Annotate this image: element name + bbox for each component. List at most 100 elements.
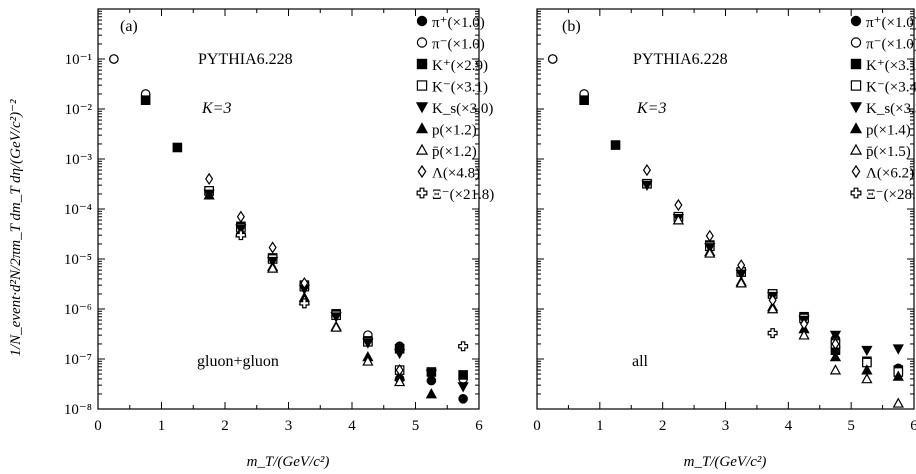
data-point-shape [892, 370, 904, 381]
data-point [458, 393, 468, 404]
data-point [829, 364, 842, 375]
y-tick-label: 10⁻⁴ [64, 202, 92, 218]
series-7 [642, 163, 840, 351]
data-point-shape [458, 341, 469, 352]
x-tick-label: 4 [785, 418, 793, 434]
y-tick-label: 10⁻⁵ [64, 252, 92, 268]
x-tick-label: 4 [348, 418, 356, 434]
series-1 [547, 54, 904, 379]
data-point-shape [767, 328, 778, 339]
data-point-shape [395, 363, 404, 377]
y-tick-label: 10⁻³ [65, 152, 93, 168]
x-tick-label: 3 [285, 418, 293, 434]
data-point [610, 140, 621, 150]
data-point-shape [330, 321, 342, 332]
data-point-shape [829, 364, 842, 375]
data-point-shape [425, 369, 438, 380]
legend-marker [416, 58, 428, 70]
x-tick-label: 6 [475, 418, 483, 434]
data-point [642, 163, 652, 177]
legend-marker-shape [416, 15, 428, 27]
data-point [672, 214, 685, 225]
data-point-shape [641, 180, 653, 192]
data-point [236, 210, 245, 223]
data-point [299, 298, 310, 309]
data-point-shape [236, 210, 245, 223]
data-point [330, 321, 342, 332]
data-point [393, 375, 406, 387]
ticks-a [97, 9, 480, 410]
generator-label-b: PYTHIA6.228 [633, 51, 728, 68]
data-point [395, 363, 404, 377]
data-point [799, 317, 809, 331]
data-point-shape [672, 214, 685, 225]
legend-entry: p(×1.4) [866, 123, 911, 139]
legend-marker [851, 164, 861, 179]
y-tick-label: 10⁻⁸ [64, 402, 92, 418]
legend-marker-shape [417, 164, 427, 179]
data-point [547, 54, 558, 64]
data-point-shape [735, 277, 747, 288]
data-point [457, 382, 469, 393]
data-point-shape [393, 375, 406, 387]
legend-marker-shape [851, 164, 861, 179]
x-axis-label-a: m_T/(GeV/c²) [247, 454, 330, 470]
x-axis-label-b: m_T/(GeV/c²) [684, 454, 767, 470]
data-point-shape [109, 54, 119, 64]
data-point [829, 351, 842, 362]
legend-entry: K⁻(×3.4) [866, 80, 916, 96]
legend-marker [849, 143, 863, 155]
data-point [425, 388, 438, 399]
data-point-shape [704, 247, 716, 258]
x-tick-label: 0 [533, 418, 541, 434]
data-point [393, 348, 406, 360]
legend-entry: π⁺(×1.0) [866, 15, 916, 31]
legend-marker [416, 80, 428, 91]
data-point-shape [674, 198, 683, 212]
data-point-shape [831, 337, 840, 351]
legend-marker-shape [415, 122, 429, 134]
legend-marker-shape [850, 80, 862, 91]
data-point-shape [892, 397, 904, 408]
data-point [140, 95, 151, 105]
data-point-shape [203, 189, 215, 200]
y-tick-label: 10⁻² [65, 102, 93, 118]
data-point-shape [235, 230, 246, 241]
data-point-shape [766, 303, 779, 314]
data-point-shape [547, 54, 558, 64]
legend-marker [850, 80, 862, 91]
panel-a: 0 1 2 3 4 5 610⁻⁸10⁻⁷10⁻⁶10⁻⁵10⁻⁴10⁻³10⁻²10⁻¹ … [64, 8, 494, 470]
data-point [109, 54, 119, 64]
data-point [268, 241, 277, 254]
series-0 [109, 54, 468, 404]
data-point [892, 397, 904, 408]
data-point [425, 369, 438, 380]
data-point [172, 142, 183, 153]
legend-marker [850, 187, 862, 199]
legend-entry: K_s(×3.3) [866, 101, 916, 117]
legend-marker-shape [416, 80, 428, 91]
series-4 [203, 189, 469, 393]
legend-entry: π⁻(×1.0) [866, 37, 916, 53]
data-point-shape [579, 95, 589, 105]
series-2 [579, 95, 904, 375]
data-point-shape [362, 338, 374, 349]
legend-entry: p(×1.2) [432, 123, 477, 139]
data-point-shape [799, 317, 809, 331]
legend-marker [415, 102, 429, 114]
data-marks-a [109, 54, 469, 404]
legend-marker [417, 164, 427, 179]
legend-entry: K_s(×3.0) [432, 101, 493, 117]
series-1 [109, 54, 468, 384]
data-point-shape [205, 172, 214, 186]
data-point [458, 370, 468, 380]
legend-marker-shape [850, 187, 862, 199]
data-point [641, 180, 653, 192]
legend-entry: p̄(×1.5) [866, 144, 911, 160]
data-point-shape [300, 276, 309, 290]
legend-entry: π⁻(×1.0) [432, 37, 485, 53]
legend-marker-shape [416, 58, 428, 70]
legend-marker [849, 122, 863, 134]
y-axis-label: 1/N_event·d²N/2πm_T dm_T dη/(GeV/c²)⁻² [8, 99, 24, 357]
legend-entry: π⁺(×1.0) [432, 15, 485, 31]
